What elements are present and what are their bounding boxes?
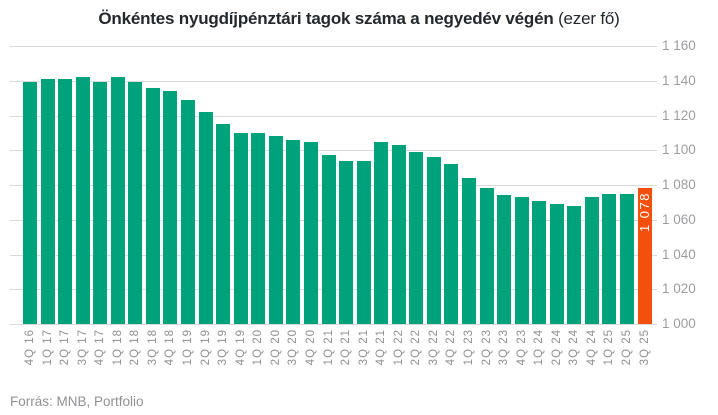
y-tick-label: 1 140 <box>662 72 696 88</box>
x-tick-label: 3Q 23 <box>498 329 511 366</box>
y-tick-label: 1 000 <box>662 316 696 331</box>
bar <box>602 193 617 324</box>
y-tick-label: 1 100 <box>662 142 696 158</box>
bar <box>532 200 547 324</box>
x-tick-label: 4Q 23 <box>515 329 528 366</box>
bar <box>479 188 494 324</box>
x-tick-label: 3Q 25 <box>638 329 651 366</box>
x-tick-label: 2Q 17 <box>59 329 72 366</box>
bar <box>128 82 143 324</box>
x-tick-label: 2Q 24 <box>550 329 563 366</box>
y-tick-label: 1 040 <box>662 246 696 262</box>
gridline <box>10 115 657 117</box>
x-tick-label: 1Q 23 <box>463 329 475 366</box>
x-tick-label: 3Q 18 <box>146 329 159 366</box>
bar <box>321 155 336 324</box>
x-tick-label: 1Q 21 <box>322 329 335 366</box>
x-tick-label: 3Q 20 <box>287 329 300 366</box>
bar <box>145 87 160 324</box>
y-tick-label: 1 080 <box>662 177 696 192</box>
y-tick-label: 1 020 <box>662 281 696 297</box>
bar <box>426 157 441 324</box>
x-tick-label: 4Q 19 <box>234 329 247 366</box>
x-tick-label: 1Q 25 <box>603 329 616 366</box>
bar <box>567 205 582 324</box>
x-tick-label: 1Q 17 <box>41 329 54 366</box>
bar <box>549 204 564 324</box>
bar <box>23 82 37 324</box>
bar <box>40 79 55 324</box>
bar <box>584 197 599 324</box>
x-tick-label: 1Q 19 <box>182 329 195 366</box>
bar <box>198 112 213 324</box>
bar <box>462 178 476 324</box>
y-tick-label: 1 060 <box>662 211 696 227</box>
x-tick-label: 2Q 20 <box>269 329 282 366</box>
x-tick-label: 1Q 22 <box>392 329 405 366</box>
bar <box>93 82 108 324</box>
bar <box>444 164 459 324</box>
x-tick-label: 1Q 24 <box>533 329 546 366</box>
bar <box>497 195 512 324</box>
x-tick-label: 3Q 19 <box>217 329 230 366</box>
gridline <box>10 46 657 47</box>
x-tick-label: 2Q 22 <box>410 329 423 366</box>
x-tick-label: 3Q 21 <box>357 329 370 366</box>
bar <box>409 151 424 324</box>
bar <box>356 160 371 324</box>
x-tick-label: 2Q 21 <box>340 329 353 366</box>
bar <box>216 124 231 324</box>
bar <box>286 139 301 324</box>
bar-highlighted <box>637 188 652 324</box>
bar <box>514 197 529 324</box>
bar <box>391 145 406 324</box>
y-tick-label: 1 120 <box>662 107 696 123</box>
bar <box>181 99 196 324</box>
bar <box>233 132 248 324</box>
bar <box>75 77 90 324</box>
x-tick-label: 3Q 22 <box>427 329 440 366</box>
x-tick-label: 3Q 24 <box>568 329 581 366</box>
x-tick-label: 1Q 20 <box>252 329 265 366</box>
gridline <box>10 324 657 325</box>
bar <box>339 160 354 324</box>
x-tick-label: 2Q 25 <box>621 329 634 366</box>
x-tick-label: 2Q 19 <box>199 329 212 366</box>
chart-title-unit: (ezer fő) <box>553 9 620 28</box>
bar-value-label: 1 078 <box>636 192 652 233</box>
chart-title-main: Önkéntes nyugdíjpénztári tagok száma a n… <box>98 9 554 28</box>
x-tick-label: 1Q 18 <box>111 329 124 366</box>
bar <box>110 77 125 324</box>
bar <box>303 141 318 324</box>
x-tick-label: 4Q 21 <box>375 329 388 366</box>
bar <box>620 193 635 324</box>
gridline <box>10 80 657 82</box>
bar <box>268 136 283 324</box>
bar <box>163 91 178 324</box>
source-note: Forrás: MNB, Portfolio <box>10 394 144 409</box>
bar <box>58 79 73 324</box>
x-tick-label: 2Q 23 <box>480 329 493 366</box>
x-tick-label: 4Q 16 <box>24 329 36 366</box>
y-tick-label: 1 160 <box>662 38 696 53</box>
x-tick-label: 4Q 22 <box>445 329 458 366</box>
x-tick-label: 3Q 17 <box>76 329 89 366</box>
x-tick-label: 4Q 18 <box>164 329 177 366</box>
gridline <box>10 150 657 152</box>
x-tick-label: 4Q 24 <box>585 329 598 366</box>
chart-title: Önkéntes nyugdíjpénztári tagok száma a n… <box>0 9 718 29</box>
bar <box>251 132 266 324</box>
x-tick-label: 4Q 17 <box>94 329 107 366</box>
bar <box>374 141 389 324</box>
x-tick-label: 2Q 18 <box>129 329 142 366</box>
x-tick-label: 4Q 20 <box>304 329 317 366</box>
